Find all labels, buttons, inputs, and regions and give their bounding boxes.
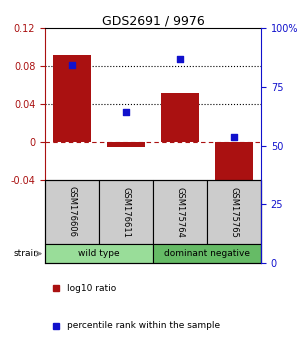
Bar (215, 142, 253, 185)
Text: percentile rank within the sample: percentile rank within the sample (67, 321, 220, 331)
Bar (207, 180, 261, 244)
Bar (107, 142, 145, 147)
Bar (45, 244, 153, 263)
Point (70, 62, 74, 68)
Bar (153, 180, 207, 244)
Bar (53, 55, 91, 142)
Bar (153, 244, 261, 263)
Title: GDS2691 / 9976: GDS2691 / 9976 (102, 14, 204, 27)
Bar (45, 180, 99, 244)
Point (232, 135, 236, 140)
Text: GSM176606: GSM176606 (68, 187, 76, 238)
Point (178, 56, 182, 62)
Point (124, 109, 128, 114)
Text: strain: strain (14, 249, 40, 258)
Text: GSM175764: GSM175764 (176, 187, 184, 238)
Text: log10 ratio: log10 ratio (67, 284, 116, 293)
Bar (99, 180, 153, 244)
Text: wild type: wild type (78, 249, 120, 258)
Text: dominant negative: dominant negative (164, 249, 250, 258)
Text: GSM175765: GSM175765 (230, 187, 238, 238)
Bar (161, 93, 199, 142)
Text: GSM176611: GSM176611 (122, 187, 130, 238)
